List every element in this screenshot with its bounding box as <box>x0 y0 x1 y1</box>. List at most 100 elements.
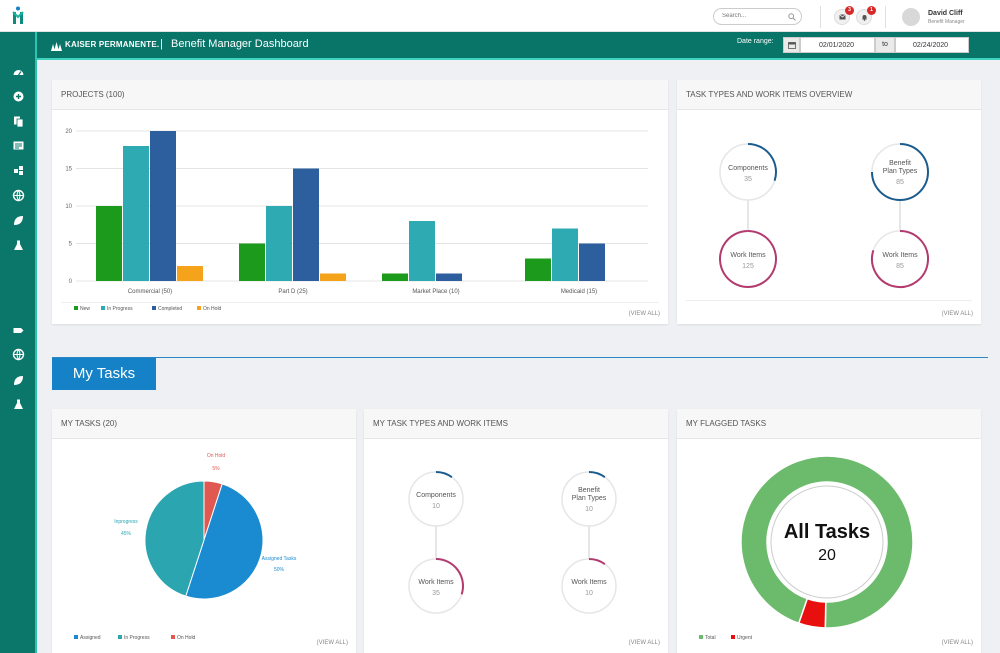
components-icon[interactable] <box>12 164 25 177</box>
legend-label: Assigned <box>80 635 101 641</box>
x-tick-label: Commercial (50) <box>128 289 172 295</box>
list-icon[interactable] <box>12 139 25 152</box>
section-divider <box>52 357 988 358</box>
messages-badge: 3 <box>845 6 854 15</box>
flask-icon[interactable] <box>12 398 25 411</box>
view-all-link[interactable]: (VIEW ALL) <box>628 640 660 646</box>
user-role: Benefit Manager <box>928 19 965 25</box>
bar <box>239 243 265 281</box>
envelope-icon <box>839 14 846 20</box>
node-value: 125 <box>742 263 754 270</box>
date-to-input[interactable] <box>913 42 967 49</box>
date-from-input[interactable] <box>819 42 873 49</box>
node-progress-arc <box>435 471 453 478</box>
tag-icon[interactable] <box>12 324 25 337</box>
dashboard-icon[interactable] <box>12 66 25 79</box>
kaiser-logo-icon <box>51 42 62 51</box>
bar <box>293 168 319 281</box>
projects-bar-chart: 0 5 10 15 20 Commercial (50) Part D (25) Market… <box>65 129 648 312</box>
divider <box>885 6 886 28</box>
leaf-icon[interactable] <box>12 374 25 387</box>
leaf-icon[interactable] <box>12 214 25 227</box>
calendar-button[interactable] <box>783 37 800 53</box>
panel-title: TASK TYPES AND WORK ITEMS OVERVIEW <box>686 90 853 99</box>
node-label: Components <box>728 165 768 172</box>
node-label: Work Items <box>571 579 607 586</box>
bar <box>579 243 605 281</box>
bar <box>525 258 551 281</box>
flask-icon[interactable] <box>12 239 25 252</box>
messages-button[interactable]: 3 <box>834 6 854 25</box>
legend-label: New <box>80 306 90 312</box>
add-icon[interactable] <box>12 90 25 103</box>
search-input[interactable] <box>722 13 782 19</box>
search-box[interactable] <box>713 8 802 25</box>
slice-label: On Hold <box>207 453 226 459</box>
bell-icon <box>862 15 867 21</box>
legend-swatch <box>74 635 78 639</box>
node-progress-arc <box>588 471 606 478</box>
avatar[interactable] <box>902 8 920 26</box>
node-value: 85 <box>896 179 904 186</box>
calendar-icon <box>788 42 796 49</box>
my-tasks-section-tab[interactable]: My Tasks <box>52 358 156 390</box>
slice-label: Inprogress <box>114 519 138 525</box>
legend-swatch <box>101 306 105 310</box>
title-separator: | <box>160 38 163 50</box>
my-tasks-panel: MY TASKS (20) On Hold 5% Assigned Tasks 50%… <box>52 409 356 653</box>
view-all-link[interactable]: (VIEW ALL) <box>941 311 973 317</box>
bar <box>436 273 462 281</box>
legend-swatch <box>731 635 735 639</box>
legend-swatch <box>699 635 703 639</box>
panel-header: PROJECTS (100) <box>52 80 668 110</box>
user-name[interactable]: David Cliff <box>928 10 963 17</box>
globe-icon[interactable] <box>12 348 25 361</box>
divider <box>686 300 972 301</box>
node-value: 35 <box>744 176 752 183</box>
view-all-link[interactable]: (VIEW ALL) <box>941 640 973 646</box>
notifications-button[interactable]: 1 <box>856 6 876 25</box>
legend-swatch <box>74 306 78 310</box>
brand-name: KAISER PERMANENTE. <box>65 40 160 49</box>
legend-label: On Hold <box>177 635 196 641</box>
panel-title: MY FLAGGED TASKS <box>686 419 767 428</box>
view-all-link[interactable]: (VIEW ALL) <box>628 311 660 317</box>
legend-swatch <box>118 635 122 639</box>
bar <box>96 206 122 281</box>
node-label: Benefit <box>889 160 911 167</box>
divider <box>820 6 821 28</box>
app-logo-icon[interactable] <box>11 6 25 26</box>
panel-title: MY TASKS (20) <box>61 419 118 428</box>
documents-icon[interactable] <box>12 115 25 128</box>
donut-inner-ring <box>770 485 884 599</box>
node-label: Work Items <box>418 579 454 586</box>
node-progress-arc <box>719 230 778 288</box>
globe-icon[interactable] <box>12 189 25 202</box>
node-value: 85 <box>896 263 904 270</box>
date-from-field[interactable] <box>800 37 875 53</box>
node-label: Components <box>416 492 456 499</box>
bar <box>177 266 203 281</box>
legend-label: Completed <box>158 306 182 312</box>
top-bar: 3 1 David Cliff Benefit Manager <box>0 0 1000 32</box>
legend-label: In Progress <box>124 635 150 641</box>
date-to-field[interactable] <box>895 37 969 53</box>
slice-percent: 50% <box>274 567 285 573</box>
legend-label: Total <box>705 635 716 641</box>
y-tick-label: 0 <box>69 279 73 285</box>
y-tick-label: 20 <box>65 129 72 135</box>
y-tick-label: 5 <box>69 242 73 248</box>
search-icon[interactable] <box>788 13 796 21</box>
node-progress-arc <box>435 558 464 595</box>
slice-percent: 45% <box>121 531 132 537</box>
bar <box>320 273 346 281</box>
panel-header: MY TASKS (20) <box>52 409 356 439</box>
donut-slice <box>740 455 914 629</box>
bar <box>409 221 435 281</box>
view-all-link[interactable]: (VIEW ALL) <box>316 640 348 646</box>
flagged-tasks-donut-chart: All Tasks 20 Total Urgent <box>699 455 914 641</box>
node-circle <box>408 471 464 527</box>
donut-center-label: All Tasks <box>784 521 870 543</box>
